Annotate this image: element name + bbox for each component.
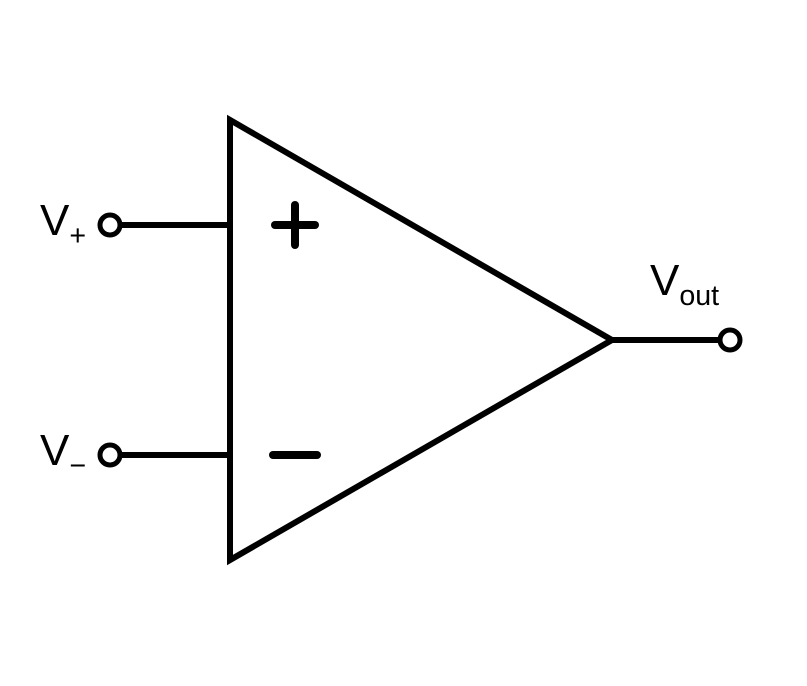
opamp-diagram: V+V−Vout xyxy=(0,0,807,686)
output-terminal xyxy=(720,330,740,350)
noninverting-terminal xyxy=(100,215,120,235)
inverting-terminal xyxy=(100,445,120,465)
